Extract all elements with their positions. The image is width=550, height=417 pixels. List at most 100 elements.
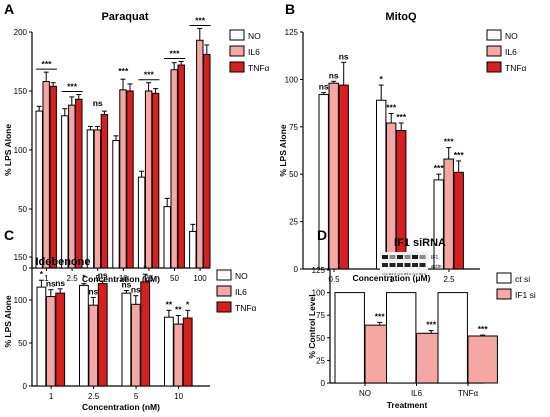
bar-NO-10 <box>164 316 174 387</box>
bar-TNF-1 <box>55 292 66 387</box>
bar-NO-50 <box>163 206 171 269</box>
bar-NO-1 <box>376 99 387 270</box>
significance-label: *** <box>67 82 78 92</box>
legend-swatch <box>496 288 512 300</box>
y-axis-label: % Control Level <box>307 294 317 358</box>
significance-label: ns <box>339 51 349 61</box>
blot-band <box>397 263 403 267</box>
blot-band <box>397 255 403 259</box>
significance-label: *** <box>426 320 437 330</box>
blot-band <box>419 255 426 259</box>
significance-label: * <box>40 269 44 279</box>
bar-IL6-1 <box>45 296 56 387</box>
legend-swatch <box>496 272 512 284</box>
significance-label: * <box>82 273 86 283</box>
blot-lane-label: IF1 si <box>389 272 397 276</box>
bar-TNF-0.5 <box>338 84 349 270</box>
significance-label: *** <box>454 150 465 160</box>
significance-label: ** <box>175 304 182 314</box>
significance-label: *** <box>444 137 455 147</box>
bar-TNF-100 <box>203 53 211 269</box>
legend-label: NO <box>505 31 518 41</box>
bar-NO-2.5 <box>79 284 89 387</box>
bar-IL6-10 <box>119 89 127 269</box>
bar-NO-5 <box>86 129 95 269</box>
legend-label: ct si <box>515 274 530 284</box>
legend-label: NO <box>235 271 248 281</box>
blot-band <box>404 263 411 267</box>
bar-TNF-50 <box>177 64 185 269</box>
legend-swatch <box>486 29 502 41</box>
y-tick-label: 100 <box>285 75 299 84</box>
significance-label: ns <box>121 280 131 290</box>
y-tick-label: 0 <box>294 265 299 274</box>
significance-label: *** <box>118 66 129 76</box>
legend-swatch <box>229 29 245 41</box>
bar-IL6-2.5 <box>88 304 99 387</box>
bar-NO-2.5 <box>61 115 69 269</box>
bar-TNF-1 <box>49 85 57 269</box>
legend-label: IL6 <box>235 287 247 297</box>
blot-band <box>382 255 388 259</box>
bar-NO-5 <box>121 292 132 387</box>
legend-label: TNFα <box>505 63 527 73</box>
y-tick-label: 50 <box>18 339 27 348</box>
panel-letter: B <box>285 1 295 17</box>
bar-IL6-50 <box>170 69 178 269</box>
bar-ctsi-NO <box>334 292 365 384</box>
bar-IL6-100 <box>196 39 204 269</box>
legend-swatch <box>216 269 232 281</box>
significance-label: *** <box>170 49 181 59</box>
significance-label: *** <box>434 163 445 173</box>
bar-IL6-25 <box>144 90 153 269</box>
bar-NO-1 <box>35 110 43 269</box>
significance-label: *** <box>396 112 407 122</box>
x-tick-label: 5 <box>95 274 100 283</box>
x-tick-label: 5 <box>134 392 139 401</box>
y-tick-label: 0 <box>321 379 326 388</box>
significance-label: ns <box>93 98 103 108</box>
y-tick-label: 150 <box>14 253 28 262</box>
x-tick-label: 25 <box>144 274 153 283</box>
y-tick-label: 0 <box>23 382 28 391</box>
y-tick-label: 50 <box>316 334 325 343</box>
bar-TNF-2.5 <box>75 98 83 269</box>
significance-label: * <box>144 263 148 273</box>
blot-lane-label: ct si <box>412 272 418 276</box>
y-tick-label: 100 <box>14 296 28 305</box>
y-tick-label: 150 <box>14 87 28 96</box>
legend-swatch <box>216 301 232 313</box>
x-tick-label: 50 <box>170 274 179 283</box>
y-tick-label: 75 <box>289 123 298 132</box>
x-tick-label: 2.5 <box>67 274 79 283</box>
significance-label: *** <box>386 103 397 113</box>
significance-label: ns <box>46 279 56 289</box>
y-tick-label: 125 <box>312 266 326 275</box>
bar-TNF-25 <box>151 92 160 269</box>
x-tick-label: TNFα <box>458 389 479 398</box>
y-tick-label: 100 <box>312 289 326 298</box>
x-tick-label: 1 <box>49 392 54 401</box>
legend-swatch <box>216 285 232 297</box>
legend-swatch <box>229 61 245 73</box>
bar-TNF-5 <box>140 281 151 387</box>
bar-IL6-5 <box>93 129 102 269</box>
x-tick-label: 1 <box>44 274 49 283</box>
significance-label: *** <box>195 15 206 25</box>
significance-label: ns <box>88 286 98 296</box>
bar-TNF-10 <box>182 317 193 387</box>
x-axis-label: Concentration (nM) <box>82 402 160 412</box>
significance-label: ns <box>98 270 108 280</box>
y-tick-label: 75 <box>316 311 325 320</box>
panel-D: D IF1 siRNA 0 25 50 75 100 125 % Control Level Tr… <box>307 227 536 410</box>
y-tick-label: 200 <box>14 28 28 37</box>
legend-label: IF1 si <box>515 290 536 300</box>
bar-IL6-2.5 <box>68 104 76 269</box>
x-axis-label: Concentration (μM) <box>353 273 431 283</box>
panel-title: IF1 siRNA <box>394 237 446 249</box>
bar-IL6-1 <box>42 81 50 269</box>
bar-ctsi-TNFα <box>437 292 468 384</box>
y-axis-label: % LPS Alone <box>3 295 13 347</box>
